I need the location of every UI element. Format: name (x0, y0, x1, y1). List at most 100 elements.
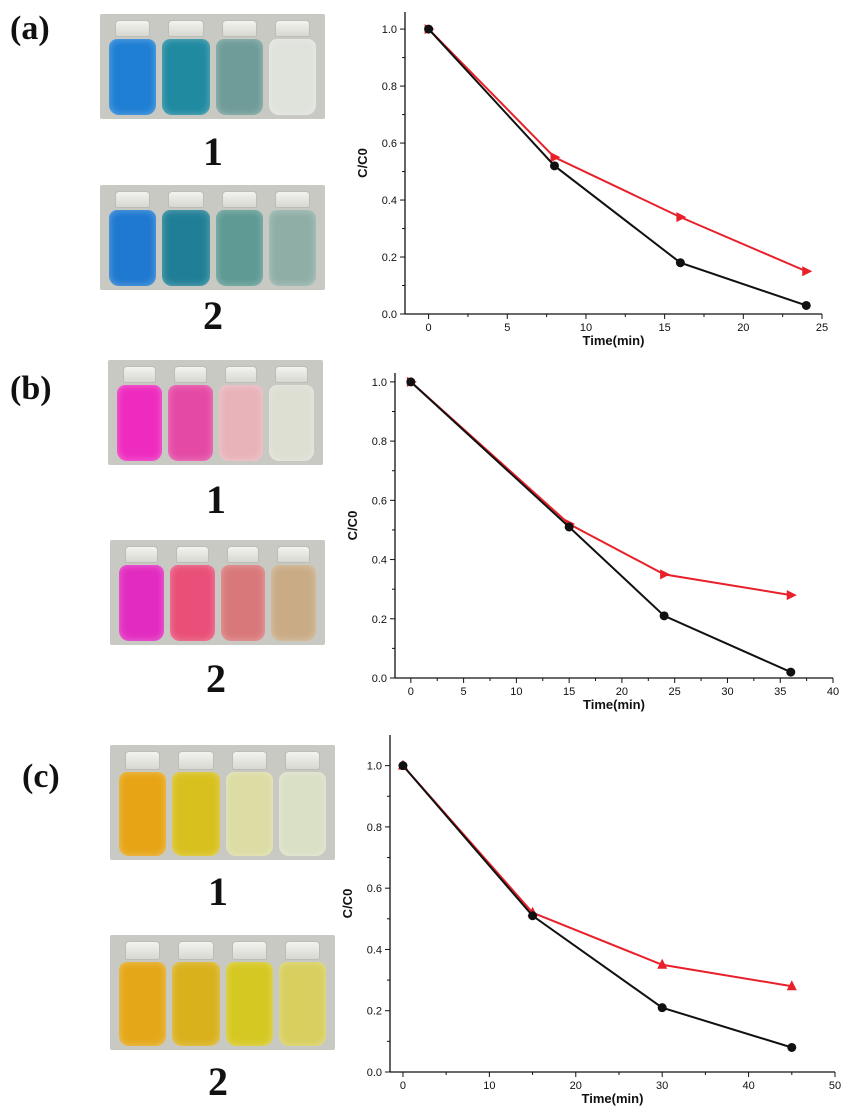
sample-label-b2: 2 (206, 656, 226, 701)
vial (109, 20, 157, 115)
y-tick-label: 0.2 (382, 252, 397, 264)
x-tick-label: 25 (816, 322, 828, 334)
vial-solution (269, 385, 314, 461)
data-point (424, 24, 434, 34)
vial (268, 20, 316, 115)
data-point (801, 300, 811, 310)
vial-cap (178, 941, 214, 960)
y-tick-label: 0.6 (367, 883, 382, 895)
vial-solution (271, 565, 316, 641)
series-line-0 (427, 28, 807, 273)
x-tick-label: 35 (774, 686, 786, 698)
x-tick-label: 30 (721, 686, 733, 698)
vial (278, 941, 326, 1046)
vial (225, 941, 273, 1046)
chart-1: 0 5 10 15 20 25 30 35 40 0.0 0.2 0.4 0.6 0.8 1.0 Time(m… (345, 373, 839, 712)
vial-solution (172, 771, 220, 856)
x-tick-label: 0 (400, 1080, 406, 1092)
y-tick-label: 0.0 (367, 1067, 382, 1079)
y-axis-title: C/C0 (340, 889, 355, 919)
vial-cap (221, 191, 257, 209)
y-tick-label: 0.4 (382, 195, 397, 207)
vial (215, 20, 263, 115)
panel-label-c: (c) (22, 758, 60, 795)
vial (215, 191, 263, 286)
vial-solution (109, 210, 157, 286)
vial-cap (221, 20, 257, 38)
series-line-0 (410, 381, 791, 597)
vial-solution (167, 385, 213, 461)
data-point (659, 611, 669, 621)
x-tick-label: 0 (426, 322, 432, 334)
vial-solution (162, 39, 210, 115)
vial-cap (274, 191, 310, 209)
vial (278, 751, 326, 856)
y-tick-label: 0.2 (367, 1006, 382, 1018)
x-tick-label: 10 (580, 322, 592, 334)
data-point (786, 980, 797, 991)
y-tick-label: 0.8 (382, 81, 397, 93)
data-point (550, 152, 561, 163)
data-point (675, 258, 685, 268)
vial (162, 191, 210, 286)
x-tick-label: 5 (504, 322, 510, 334)
vial-cap (168, 20, 204, 38)
y-tick-label: 1.0 (382, 24, 397, 36)
sample-label-a1: 1 (203, 129, 223, 174)
vial-cap (115, 20, 151, 38)
data-point (676, 212, 687, 223)
y-axis-title: C/C0 (355, 148, 370, 178)
vial-cap (231, 751, 267, 770)
series-line-1 (427, 28, 807, 307)
chart-0: 0 5 10 15 20 25 0.0 0.2 0.4 0.6 0.8 1.0 Time(min) C/C… (355, 12, 828, 348)
y-tick-label: 0.6 (372, 495, 387, 507)
data-point (802, 266, 813, 277)
x-tick-label: 25 (669, 686, 681, 698)
sample-label-c1: 1 (208, 869, 228, 914)
series-line-0 (402, 764, 792, 988)
vial-cap (231, 941, 267, 960)
vial-solution (119, 565, 164, 641)
vials-photo-b2 (110, 540, 325, 645)
vial-solution (225, 961, 273, 1046)
x-tick-label: 10 (510, 686, 522, 698)
data-point (660, 569, 671, 580)
series-line-1 (402, 764, 793, 1049)
x-tick-label: 30 (656, 1080, 668, 1092)
vial (169, 546, 215, 641)
vial-solution (268, 210, 316, 286)
y-tick-label: 0.4 (372, 555, 387, 567)
y-tick-label: 0.2 (372, 614, 387, 626)
vial-solution (268, 39, 316, 115)
vial-solution (162, 210, 210, 286)
vial (162, 20, 210, 115)
sample-label-c2: 2 (208, 1059, 228, 1104)
y-axis-title: C/C0 (345, 511, 360, 541)
vial-solution (117, 385, 162, 461)
vial-solution (218, 385, 264, 461)
vial-cap (115, 191, 151, 209)
vial (167, 366, 213, 461)
vial (218, 366, 264, 461)
vial (119, 941, 167, 1046)
vials-photo-c2 (110, 935, 335, 1050)
y-tick-label: 0.8 (372, 436, 387, 448)
data-point (786, 590, 797, 601)
vial-cap (277, 546, 310, 564)
x-axis-title: Time(min) (583, 333, 645, 348)
vial-cap (175, 546, 209, 564)
panel-label-a: (a) (10, 10, 50, 47)
x-tick-label: 50 (829, 1080, 841, 1092)
vial-cap (275, 366, 308, 384)
vial-solution (172, 961, 220, 1046)
x-tick-label: 40 (742, 1080, 754, 1092)
vials-photo-c1 (110, 745, 335, 860)
data-point (406, 377, 416, 387)
series-line-1 (410, 381, 792, 673)
x-tick-label: 20 (737, 322, 749, 334)
y-tick-label: 1.0 (367, 761, 382, 773)
vial-solution (215, 39, 263, 115)
vial-cap (123, 366, 156, 384)
data-point (787, 1042, 797, 1052)
